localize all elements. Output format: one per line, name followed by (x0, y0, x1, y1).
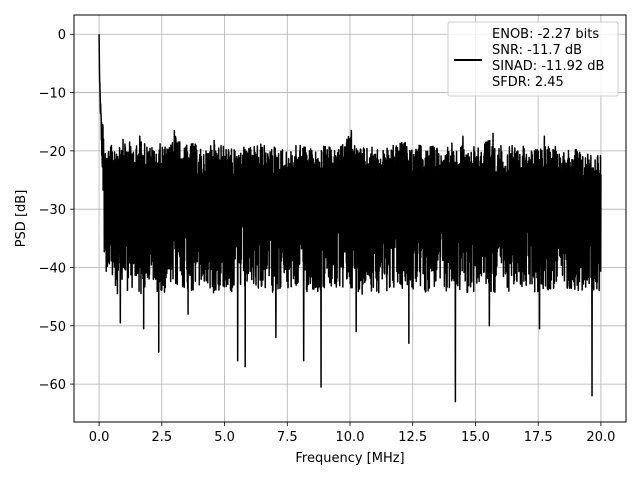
y-tick-label: −40 (39, 261, 66, 276)
legend: ENOB: -2.27 bits SNR: -11.7 dB SINAD: -1… (447, 21, 619, 97)
x-tick-label: 0.0 (89, 430, 110, 445)
x-tick-label: 2.5 (151, 430, 172, 445)
x-tick-label: 12.5 (398, 430, 427, 445)
psd-series-line (98, 34, 602, 403)
legend-sfdr-text: SFDR: 2.45 (492, 75, 564, 90)
x-tick-label: 15.0 (461, 430, 490, 445)
x-tick-label: 5.0 (214, 430, 235, 445)
y-tick-label: −10 (39, 87, 66, 102)
x-tick-label: 17.5 (524, 430, 553, 445)
y-tick-label: −30 (39, 203, 66, 218)
legend-snr-text: SNR: -11.7 dB (492, 43, 582, 58)
x-tick-label: 20.0 (586, 430, 615, 445)
y-tick-label: −20 (39, 145, 66, 160)
y-tick-label: −50 (39, 320, 66, 335)
y-tick-label: −60 (39, 378, 66, 393)
legend-enob-text: ENOB: -2.27 bits (492, 27, 599, 42)
x-tick-label: 7.5 (277, 430, 298, 445)
x-tick-label: 10.0 (336, 430, 365, 445)
x-axis-label: Frequency [MHz] (295, 451, 404, 466)
plot-area (98, 34, 602, 403)
legend-sinad-text: SINAD: -11.92 dB (492, 59, 604, 74)
legend-box (447, 21, 619, 97)
y-tick-label: 0 (58, 28, 66, 43)
axis-ticks: 0.0 2.5 5.0 7.5 10.0 12.5 15.0 17.5 20.0 0 −10 −20 −… (39, 28, 616, 445)
y-axis-label: PSD [dB] (14, 190, 29, 248)
